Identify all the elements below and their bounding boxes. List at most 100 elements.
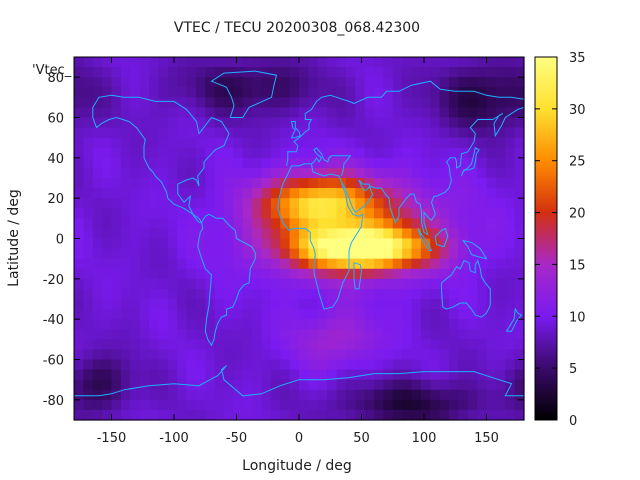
- heatmap-cell: [392, 188, 403, 199]
- heatmap-cell: [477, 107, 488, 119]
- heatmap-cell: [449, 208, 459, 219]
- heatmap-cell: [92, 127, 103, 139]
- heatmap-cell: [195, 218, 206, 230]
- heatmap-cell: [374, 147, 384, 159]
- heatmap-cell: [299, 188, 309, 199]
- heatmap-cell: [317, 198, 328, 209]
- heatmap-cell: [205, 389, 216, 401]
- y-tick-label: 60: [47, 112, 64, 127]
- heatmap-cell: [383, 329, 394, 340]
- heatmap-cell: [317, 409, 328, 421]
- heatmap-cell: [458, 167, 469, 179]
- heatmap-cell: [214, 67, 225, 78]
- heatmap-cell: [364, 198, 375, 209]
- heatmap-cell: [139, 329, 150, 340]
- heatmap-cell: [252, 67, 263, 78]
- heatmap-cell: [477, 329, 488, 340]
- heatmap-cell: [514, 228, 525, 240]
- heatmap-cell: [364, 167, 375, 179]
- heatmap-cell: [392, 77, 403, 88]
- heatmap-cell: [195, 228, 206, 240]
- heatmap-cell: [411, 288, 422, 300]
- heatmap-cell: [149, 178, 159, 189]
- heatmap-cell: [383, 107, 394, 119]
- heatmap-cell: [102, 409, 113, 421]
- heatmap-cell: [514, 369, 525, 381]
- heatmap-cell: [120, 288, 131, 300]
- heatmap-cell: [420, 97, 431, 109]
- heatmap-cell: [111, 399, 122, 411]
- heatmap-cell: [327, 319, 338, 330]
- heatmap-cell: [158, 127, 169, 139]
- heatmap-cell: [505, 147, 516, 159]
- heatmap-cell: [308, 117, 319, 129]
- heatmap-cell: [102, 97, 113, 109]
- heatmap-cell: [92, 288, 103, 300]
- heatmap-cell: [477, 188, 488, 199]
- heatmap-cell: [458, 228, 469, 240]
- heatmap-cell: [224, 258, 234, 270]
- heatmap-cell: [270, 258, 281, 270]
- heatmap-cell: [261, 278, 272, 290]
- heatmap-cell: [355, 319, 366, 330]
- heatmap-cell: [345, 288, 356, 300]
- heatmap-cell: [355, 208, 366, 219]
- heatmap-cell: [214, 208, 225, 219]
- heatmap-cell: [486, 167, 497, 179]
- heatmap-cell: [514, 218, 525, 230]
- heatmap-cell: [430, 359, 441, 371]
- heatmap-cell: [167, 389, 178, 401]
- heatmap-cell: [430, 369, 441, 381]
- heatmap-cell: [477, 67, 488, 78]
- heatmap-cell: [233, 208, 244, 219]
- heatmap-cell: [233, 198, 244, 209]
- heatmap-cell: [317, 359, 328, 371]
- heatmap-cell: [74, 157, 84, 169]
- heatmap-cell: [224, 339, 234, 351]
- heatmap-cell: [224, 248, 234, 260]
- heatmap-cell: [345, 167, 356, 179]
- heatmap-cell: [458, 218, 469, 230]
- heatmap-cell: [449, 218, 459, 230]
- coastline: [461, 147, 480, 177]
- heatmap-cell: [345, 157, 356, 169]
- heatmap-cell: [345, 409, 356, 421]
- heatmap-cell: [289, 299, 300, 310]
- heatmap-cell: [270, 238, 281, 250]
- heatmap-cell: [261, 349, 272, 361]
- heatmap-cell: [505, 178, 516, 189]
- heatmap-cell: [336, 248, 347, 260]
- heatmap-cell: [167, 97, 178, 109]
- heatmap-cell: [261, 258, 272, 270]
- heatmap-cell: [261, 117, 272, 129]
- heatmap-cell: [374, 238, 384, 250]
- heatmap-cell: [149, 57, 159, 68]
- heatmap-cell: [505, 369, 516, 381]
- heatmap-cell: [317, 127, 328, 139]
- heatmap-cell: [299, 178, 309, 189]
- heatmap-cell: [102, 248, 113, 260]
- heatmap-cell: [111, 299, 122, 310]
- heatmap-cell: [167, 379, 178, 391]
- heatmap-cell: [252, 137, 263, 149]
- heatmap-cell: [430, 198, 441, 209]
- heatmap-cell: [233, 127, 244, 139]
- heatmap-cell: [205, 67, 216, 78]
- heatmap-cell: [355, 369, 366, 381]
- heatmap-cell: [195, 178, 206, 189]
- heatmap-cell: [317, 339, 328, 351]
- heatmap-cell: [205, 309, 216, 320]
- heatmap-cell: [486, 137, 497, 149]
- heatmap-cell: [411, 238, 422, 250]
- heatmap-cell: [364, 87, 375, 98]
- heatmap-cell: [139, 389, 150, 401]
- heatmap-cell: [205, 319, 216, 330]
- heatmap-cell: [205, 57, 216, 68]
- heatmap-cell: [270, 329, 281, 340]
- heatmap-cell: [233, 389, 244, 401]
- heatmap-cell: [186, 258, 197, 270]
- heatmap-cell: [149, 77, 159, 88]
- heatmap-cell: [280, 147, 291, 159]
- heatmap-cell: [280, 248, 291, 260]
- heatmap-cell: [158, 157, 169, 169]
